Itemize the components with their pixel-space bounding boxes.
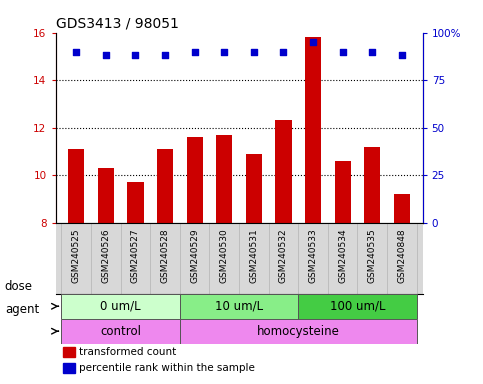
Point	[131, 52, 139, 58]
Bar	[150, 223, 180, 294]
Text: GSM240529: GSM240529	[190, 228, 199, 283]
Text: homocysteine: homocysteine	[257, 325, 340, 338]
Text: 10 um/L: 10 um/L	[215, 300, 263, 313]
Bar	[216, 135, 232, 223]
Text: transformed count: transformed count	[79, 347, 177, 357]
Text: GSM240535: GSM240535	[368, 228, 377, 283]
Bar	[157, 149, 173, 223]
Bar	[128, 182, 143, 223]
Point	[72, 48, 80, 55]
Point	[102, 52, 110, 58]
Bar	[275, 121, 292, 223]
Text: GSM240532: GSM240532	[279, 228, 288, 283]
Bar	[68, 149, 85, 223]
Text: 100 um/L: 100 um/L	[330, 300, 385, 313]
Bar	[210, 223, 239, 294]
Text: control: control	[100, 325, 141, 338]
Text: GDS3413 / 98051: GDS3413 / 98051	[56, 16, 178, 30]
Bar	[180, 319, 417, 344]
Bar	[387, 223, 417, 294]
Bar	[63, 362, 75, 373]
Bar	[298, 294, 417, 319]
Text: GSM240848: GSM240848	[398, 228, 406, 283]
Bar	[328, 223, 357, 294]
Text: GSM240525: GSM240525	[72, 228, 81, 283]
Point	[161, 52, 169, 58]
Point	[339, 48, 347, 55]
Text: percentile rank within the sample: percentile rank within the sample	[79, 363, 256, 373]
Text: GSM240533: GSM240533	[309, 228, 318, 283]
Bar	[298, 223, 328, 294]
Text: 0 um/L: 0 um/L	[100, 300, 141, 313]
Bar	[246, 154, 262, 223]
Point	[369, 48, 376, 55]
Text: GSM240531: GSM240531	[249, 228, 258, 283]
Text: GSM240528: GSM240528	[160, 228, 170, 283]
Point	[250, 48, 258, 55]
Bar	[121, 223, 150, 294]
Text: GSM240530: GSM240530	[220, 228, 229, 283]
Point	[191, 48, 199, 55]
Bar	[357, 223, 387, 294]
Point	[309, 39, 317, 45]
Bar	[239, 223, 269, 294]
Bar	[63, 347, 75, 358]
Bar	[61, 294, 180, 319]
Text: dose: dose	[5, 280, 33, 293]
Point	[220, 48, 228, 55]
Bar	[394, 194, 410, 223]
Point	[398, 52, 406, 58]
Bar	[180, 294, 298, 319]
Text: GSM240534: GSM240534	[338, 228, 347, 283]
Bar	[364, 147, 381, 223]
Bar	[186, 137, 203, 223]
Bar	[91, 223, 121, 294]
Bar	[98, 168, 114, 223]
Bar	[180, 223, 210, 294]
Bar	[269, 223, 298, 294]
Bar	[61, 319, 180, 344]
Bar	[305, 37, 321, 223]
Point	[280, 48, 287, 55]
Bar	[335, 161, 351, 223]
Text: GSM240526: GSM240526	[101, 228, 111, 283]
Text: agent: agent	[5, 303, 39, 316]
Text: GSM240527: GSM240527	[131, 228, 140, 283]
Bar	[61, 223, 91, 294]
